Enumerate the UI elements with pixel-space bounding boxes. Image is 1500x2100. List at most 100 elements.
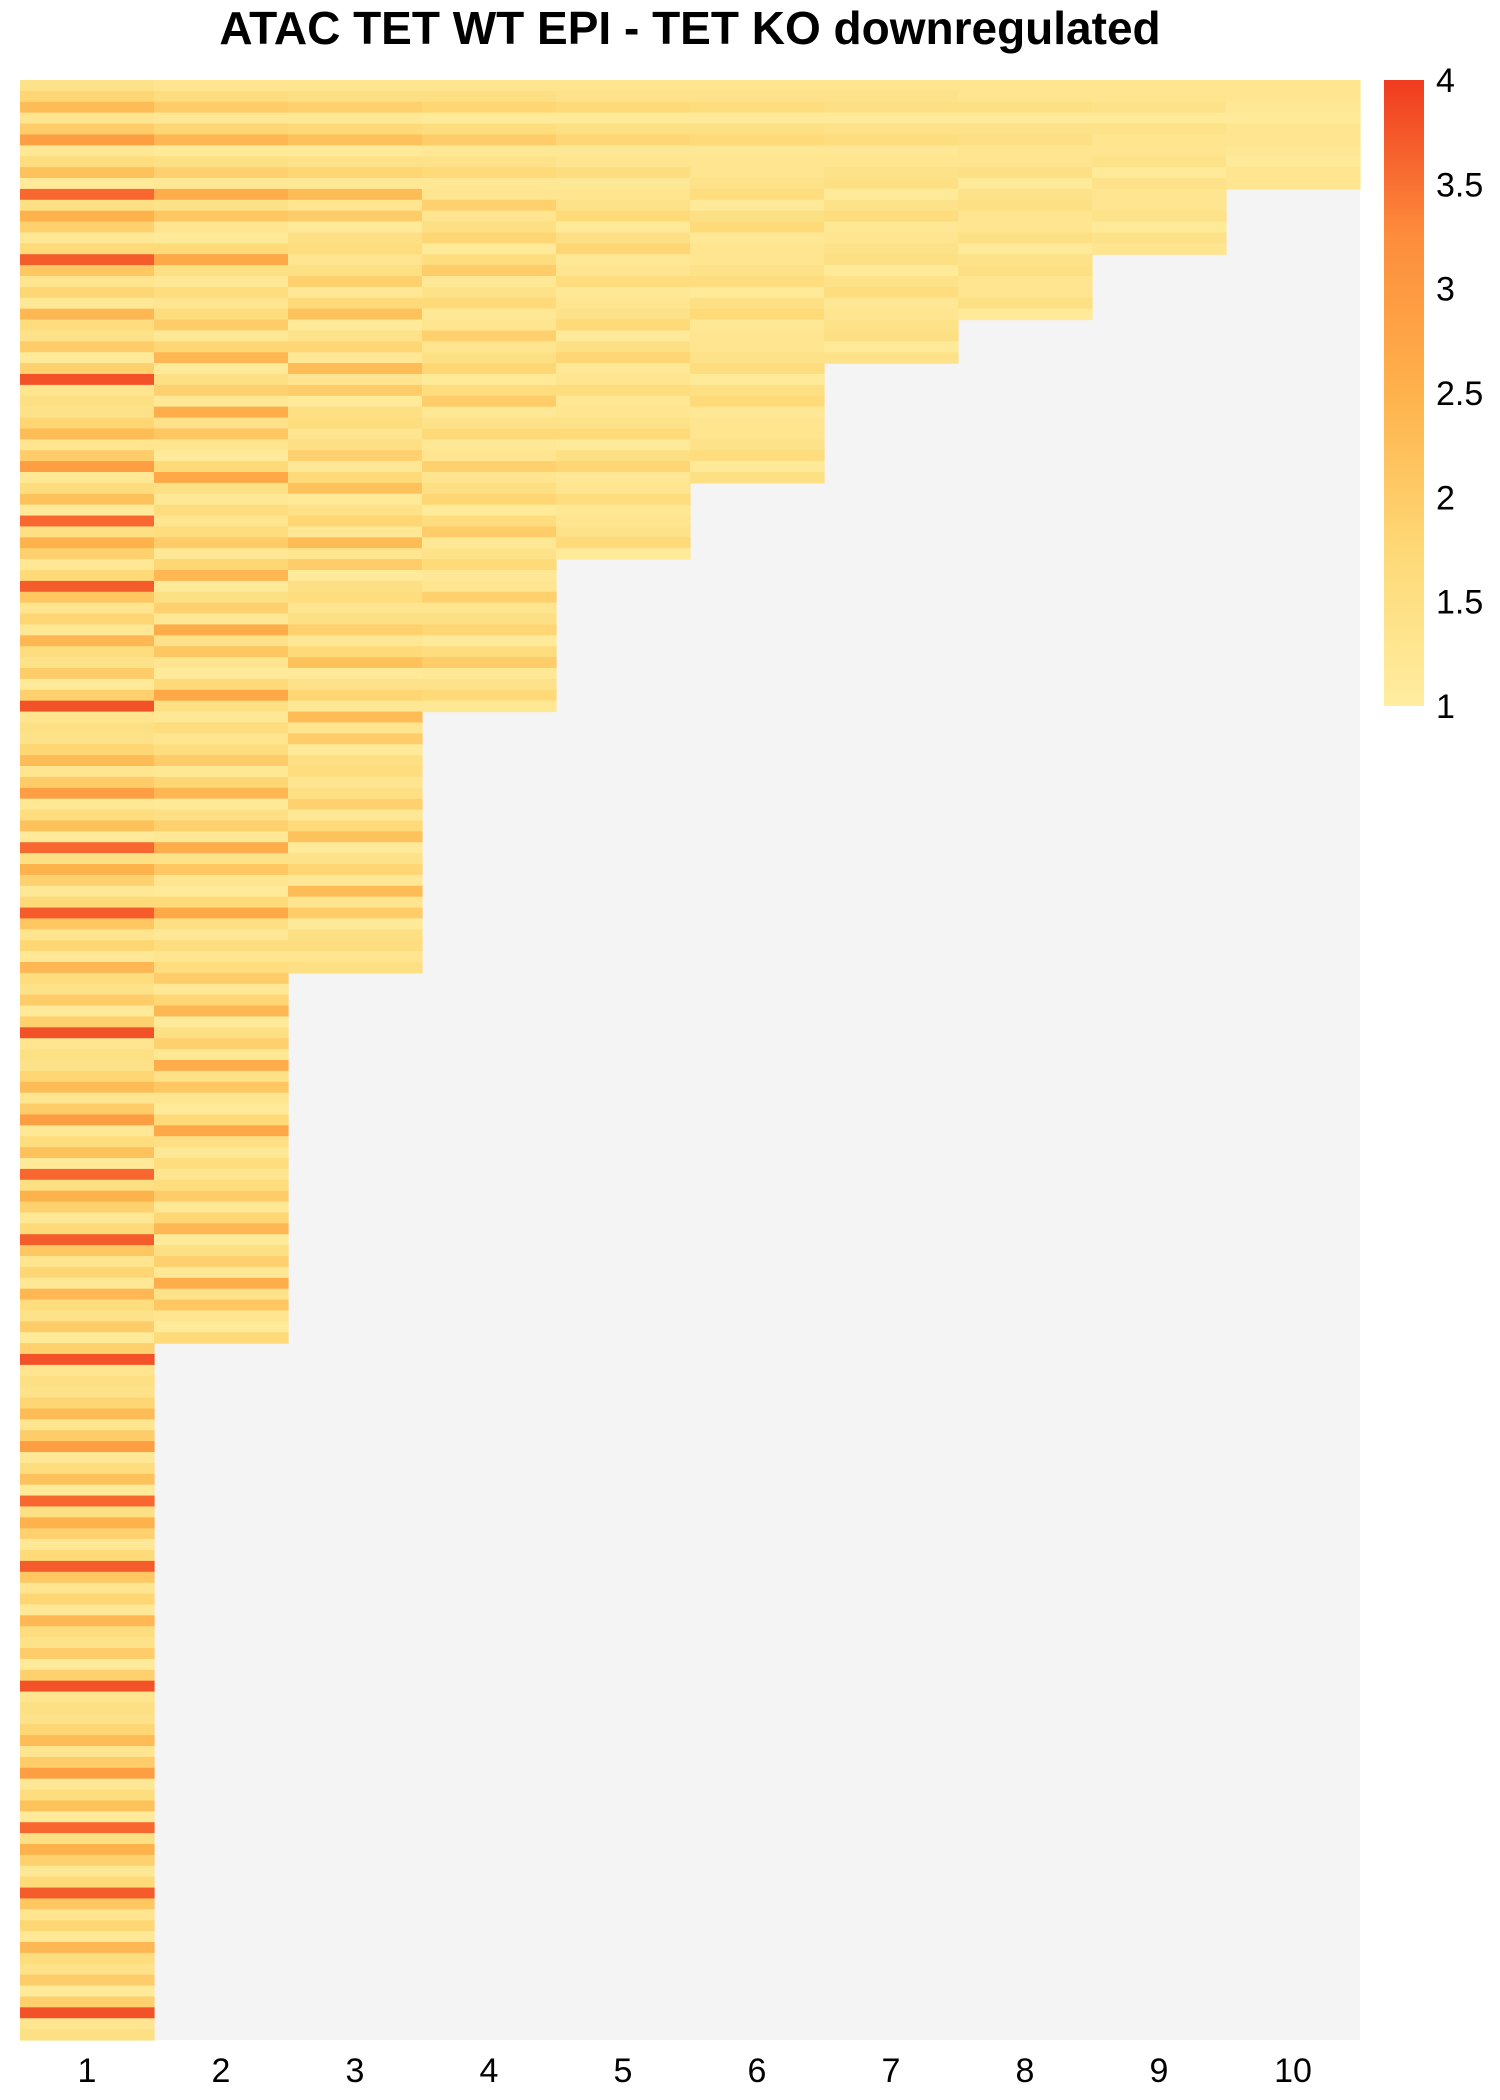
colorbar-tick-label: 1.5	[1436, 584, 1483, 622]
heatmap-cell	[422, 221, 557, 234]
heatmap-cell	[958, 232, 1093, 244]
heatmap-cell	[154, 1114, 289, 1126]
heatmap-cell	[690, 352, 825, 364]
heatmap-cell	[154, 472, 289, 484]
heatmap-cell	[154, 428, 289, 440]
heatmap-cell	[288, 744, 423, 756]
heatmap-cell	[288, 613, 423, 626]
heatmap-cell	[690, 167, 825, 179]
heatmap-cell	[556, 548, 691, 560]
heatmap-cell	[20, 1332, 155, 1344]
heatmap-cell	[20, 1179, 155, 1192]
heatmap-cell	[422, 417, 557, 430]
heatmap-cell	[154, 657, 289, 669]
heatmap-cell	[690, 417, 825, 430]
heatmap-cell	[690, 308, 825, 321]
heatmap-cell	[288, 526, 423, 538]
heatmap-cell	[154, 896, 289, 909]
heatmap-cell	[288, 515, 423, 528]
heatmap-cell	[154, 842, 289, 854]
heatmap-cell	[20, 319, 155, 332]
heatmap-cell	[690, 406, 825, 419]
heatmap-cell	[20, 526, 155, 538]
heatmap-cell	[288, 265, 423, 277]
heatmap-cell	[20, 1103, 155, 1116]
heatmap-cell	[154, 1027, 289, 1039]
heatmap-cell	[1092, 90, 1227, 103]
heatmap-cell	[20, 1833, 155, 1845]
heatmap-cell	[154, 90, 289, 103]
heatmap-cell	[20, 1343, 155, 1355]
heatmap-cell	[288, 156, 423, 168]
heatmap-cell	[288, 232, 423, 244]
heatmap-cell	[154, 1060, 289, 1072]
heatmap-cell	[1226, 178, 1361, 190]
heatmap-cell	[20, 1658, 155, 1671]
heatmap-cell	[556, 417, 691, 430]
heatmap-cell	[154, 1168, 289, 1181]
heatmap-cell	[20, 1354, 155, 1366]
heatmap-cell	[288, 472, 423, 484]
heatmap-cell	[824, 123, 959, 136]
heatmap-cell	[154, 112, 289, 125]
heatmap-cell	[958, 145, 1093, 157]
heatmap-cell	[20, 548, 155, 560]
heatmap-cell	[288, 809, 423, 822]
heatmap-cell	[20, 1397, 155, 1410]
x-tick-label: 9	[1150, 2052, 1169, 2090]
heatmap-cell	[154, 1038, 289, 1050]
heatmap-column-10	[1226, 80, 1361, 190]
heatmap-column-3	[288, 80, 423, 974]
heatmap-cell	[20, 472, 155, 484]
x-tick-label: 1	[78, 2052, 97, 2090]
heatmap-cell	[20, 188, 155, 201]
heatmap-cell	[20, 134, 155, 146]
heatmap-cell	[20, 668, 155, 680]
colorbar-tick-label: 2.5	[1436, 375, 1483, 413]
heatmap-cell	[1092, 101, 1227, 114]
heatmap-cell	[20, 1669, 155, 1682]
heatmap-cell	[20, 439, 155, 451]
heatmap-cell	[154, 1081, 289, 1094]
heatmap-cell	[422, 243, 557, 255]
heatmap-cell	[20, 537, 155, 549]
heatmap-cell	[288, 896, 423, 909]
heatmap-cell	[690, 145, 825, 157]
heatmap-cell	[20, 983, 155, 996]
heatmap-cell	[288, 537, 423, 549]
x-tick-label: 7	[882, 2052, 901, 2090]
heatmap-cell	[20, 1212, 155, 1224]
heatmap-cell	[288, 439, 423, 451]
heatmap-cell	[20, 1495, 155, 1508]
heatmap-cell	[154, 384, 289, 397]
heatmap-cell	[288, 406, 423, 419]
heatmap-cell	[20, 156, 155, 168]
heatmap-cell	[556, 482, 691, 495]
heatmap-cell	[20, 613, 155, 626]
heatmap-cell	[154, 232, 289, 244]
heatmap-cell	[1092, 210, 1227, 223]
heatmap-cell	[20, 1539, 155, 1551]
heatmap-cell	[20, 308, 155, 321]
heatmap-cell	[690, 472, 825, 484]
heatmap-cell	[20, 874, 155, 887]
heatmap-cell	[20, 330, 155, 342]
heatmap-cell	[154, 1136, 289, 1148]
heatmap-cell	[824, 232, 959, 244]
heatmap-cell	[824, 308, 959, 321]
heatmap-cell	[20, 559, 155, 571]
heatmap-cell	[154, 929, 289, 941]
heatmap-cell	[422, 515, 557, 528]
heatmap-cell	[288, 221, 423, 234]
heatmap-cell	[20, 210, 155, 223]
heatmap-cell	[20, 1430, 155, 1442]
heatmap-cell	[20, 341, 155, 353]
heatmap-cell	[154, 776, 289, 789]
heatmap-cell	[422, 112, 557, 125]
heatmap-cell	[154, 395, 289, 408]
heatmap-cell	[690, 123, 825, 136]
heatmap-cell	[154, 1125, 289, 1137]
heatmap-cell	[20, 657, 155, 669]
colorbar-tick-label: 2	[1436, 479, 1455, 517]
heatmap-cell	[288, 167, 423, 179]
